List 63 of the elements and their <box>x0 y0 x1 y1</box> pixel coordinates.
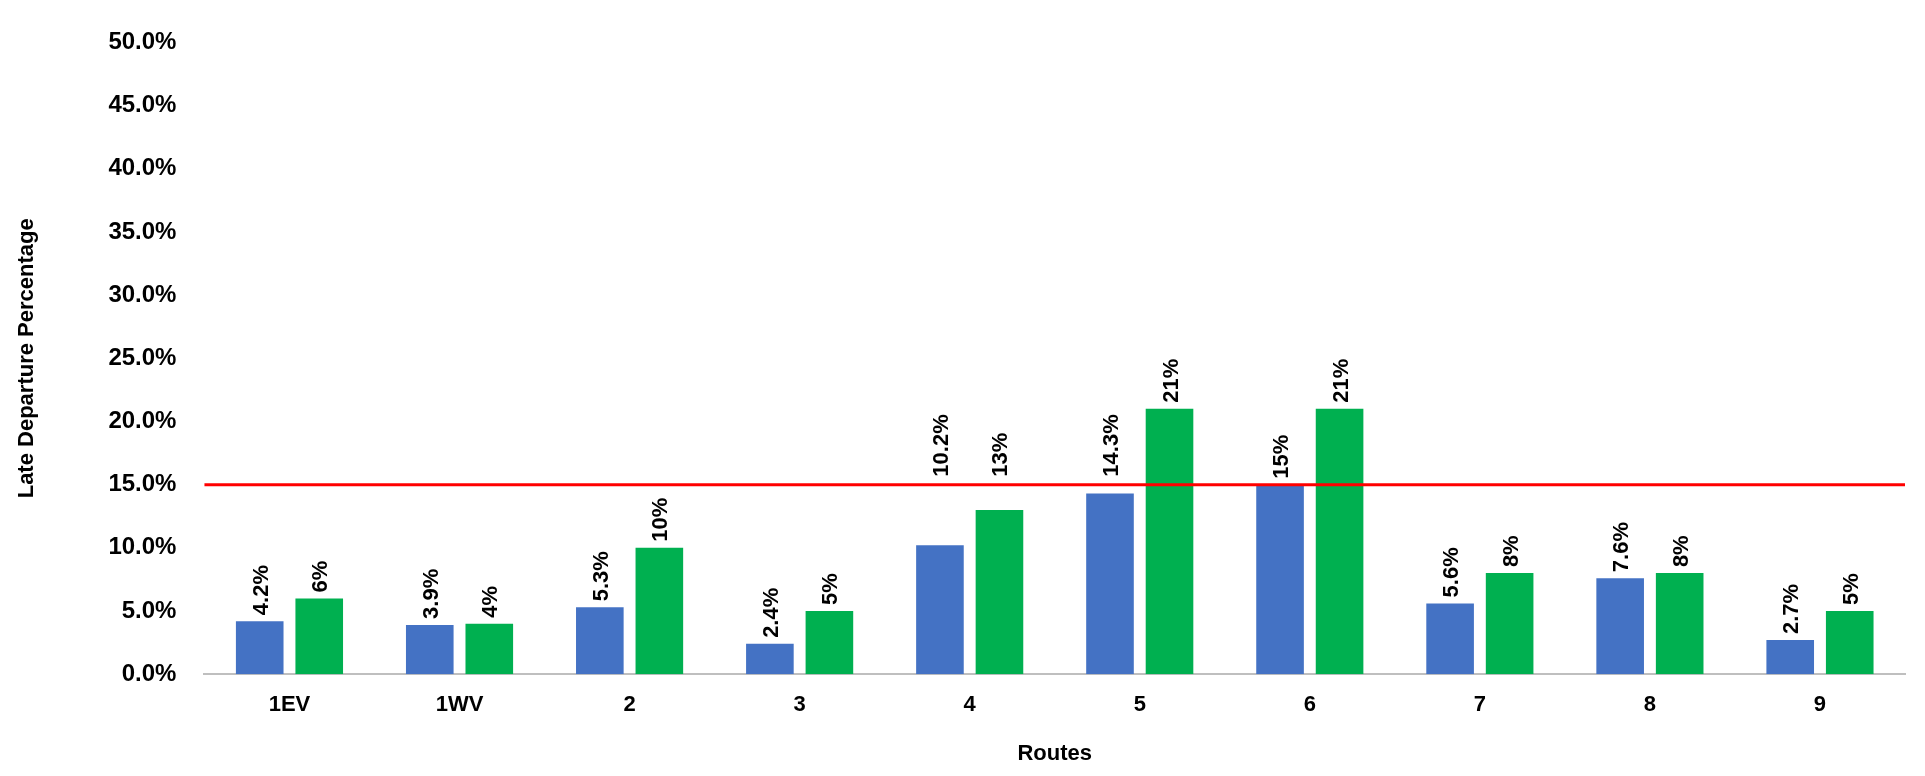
bar <box>1426 603 1474 675</box>
bar <box>235 621 284 675</box>
data-label: 5% <box>817 573 843 606</box>
y-tick-label: 50.0% <box>108 27 177 55</box>
bar <box>746 643 794 675</box>
x-tick-label: 8 <box>1643 691 1657 717</box>
bar <box>1766 640 1815 675</box>
data-label: 13% <box>987 432 1013 477</box>
bar <box>635 547 684 675</box>
bar <box>1315 408 1364 675</box>
x-tick-label: 4 <box>963 691 977 717</box>
y-tick-label: 0.0% <box>121 658 177 686</box>
x-tick-label: 9 <box>1813 691 1827 717</box>
data-label: 3.9% <box>417 568 443 619</box>
bar <box>975 509 1024 675</box>
data-label: 2.4% <box>757 587 783 638</box>
x-tick-label: 5 <box>1133 691 1146 717</box>
y-axis-title: Late Departure Percentage <box>13 218 39 499</box>
x-tick-label: 1EV <box>268 691 311 717</box>
x-tick-label: 2 <box>623 691 636 717</box>
y-tick-label: 30.0% <box>108 279 177 307</box>
bar <box>1145 408 1194 675</box>
data-label: 21% <box>1157 358 1183 403</box>
data-label: 15% <box>1268 434 1294 479</box>
bar <box>1086 493 1134 675</box>
data-label: 6% <box>307 560 333 593</box>
y-tick-label: 45.0% <box>108 90 177 118</box>
data-label: 21% <box>1327 358 1353 403</box>
bar <box>1485 573 1534 675</box>
bar <box>805 611 854 675</box>
bar <box>1655 573 1704 675</box>
bar <box>405 624 454 675</box>
data-label: 4.2% <box>247 564 273 616</box>
data-label: 4% <box>477 585 503 618</box>
data-label: 7.6% <box>1608 522 1634 573</box>
bar <box>1596 578 1644 675</box>
y-tick-label: 10.0% <box>108 532 177 560</box>
x-tick-label: 6 <box>1303 691 1316 717</box>
y-tick-label: 15.0% <box>108 469 177 497</box>
data-label: 14.3% <box>1097 414 1123 477</box>
data-label: 8% <box>1497 535 1523 568</box>
bar <box>576 607 624 675</box>
data-label: 10% <box>647 497 673 542</box>
y-tick-label: 20.0% <box>108 406 177 434</box>
bar <box>1825 611 1874 675</box>
data-label: 10.2% <box>927 414 953 477</box>
x-tick-label: 1WV <box>435 691 484 717</box>
data-label: 2.7% <box>1778 583 1804 635</box>
bar <box>465 623 514 675</box>
bar <box>295 598 344 675</box>
bar <box>1256 484 1304 675</box>
bar <box>916 545 964 675</box>
x-tick-label: 3 <box>793 691 806 717</box>
data-label: 8% <box>1667 535 1693 568</box>
y-tick-label: 40.0% <box>108 153 177 181</box>
data-label: 5% <box>1837 573 1863 606</box>
x-axis-title: Routes <box>1017 739 1093 765</box>
data-label: 5.3% <box>587 551 613 602</box>
y-tick-label: 25.0% <box>108 342 177 370</box>
y-tick-label: 35.0% <box>108 216 177 244</box>
data-label: 5.6% <box>1438 547 1464 598</box>
y-tick-label: 5.0% <box>121 595 177 623</box>
x-tick-label: 7 <box>1473 691 1486 717</box>
